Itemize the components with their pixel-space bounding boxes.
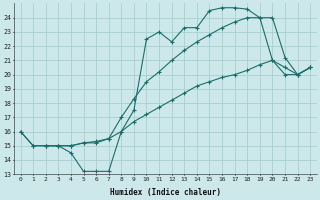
X-axis label: Humidex (Indice chaleur): Humidex (Indice chaleur)	[110, 188, 221, 197]
